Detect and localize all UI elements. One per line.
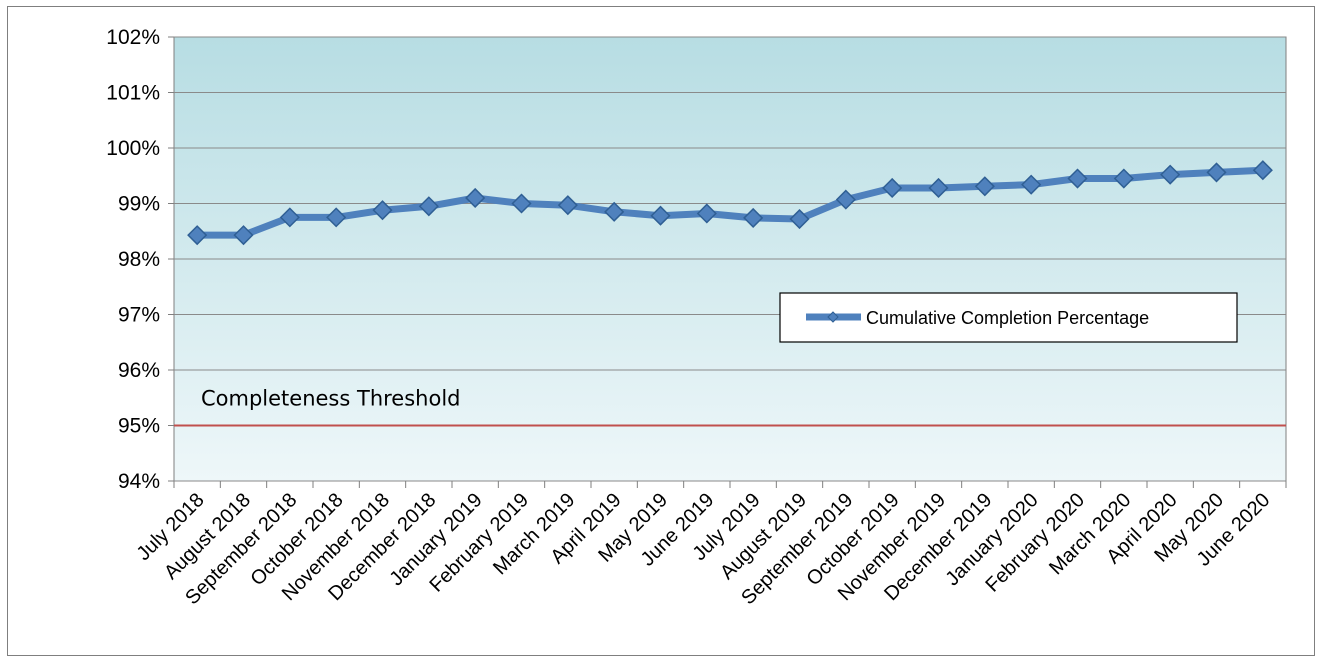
threshold-group: Completeness Threshold <box>174 387 1286 427</box>
data-point <box>511 193 532 214</box>
data-point <box>696 203 717 224</box>
data-point <box>1021 174 1042 195</box>
data-point <box>1206 162 1227 183</box>
threshold-label: Completeness Threshold <box>201 387 461 411</box>
legend-label: Cumulative Completion Percentage <box>866 308 1149 328</box>
data-point <box>1113 168 1134 189</box>
y-tick-label: 99% <box>118 193 160 216</box>
legend: Cumulative Completion Percentage <box>779 292 1238 343</box>
data-point <box>1160 164 1181 185</box>
data-point <box>557 195 578 216</box>
data-point <box>650 205 671 226</box>
data-point <box>418 196 439 217</box>
data-point <box>882 177 903 199</box>
data-point <box>465 187 486 209</box>
y-axis-ticks: 94% 95% 96% 97% 98% 99% 100% 101% 102% <box>106 26 174 493</box>
y-tick-label: 95% <box>118 415 160 438</box>
data-point <box>928 177 949 199</box>
y-tick-label: 97% <box>118 304 160 327</box>
y-tick-label: 98% <box>118 248 160 271</box>
data-point <box>789 208 810 230</box>
y-tick-label: 94% <box>118 470 160 493</box>
data-point <box>279 207 300 228</box>
data-point <box>372 200 393 221</box>
y-tick-label: 101% <box>106 82 160 105</box>
y-tick-label: 100% <box>106 137 160 160</box>
y-tick-label: 102% <box>106 26 160 49</box>
data-point <box>835 189 856 210</box>
data-point <box>1252 160 1273 181</box>
data-point <box>604 201 625 222</box>
data-point <box>1067 168 1088 189</box>
legend-marker <box>827 311 839 323</box>
data-point <box>233 225 254 246</box>
data-point <box>974 176 995 197</box>
data-point <box>187 225 208 246</box>
data-point <box>743 207 764 228</box>
data-point <box>326 207 347 228</box>
y-tick-label: 96% <box>118 359 160 382</box>
series-group <box>187 160 1273 246</box>
